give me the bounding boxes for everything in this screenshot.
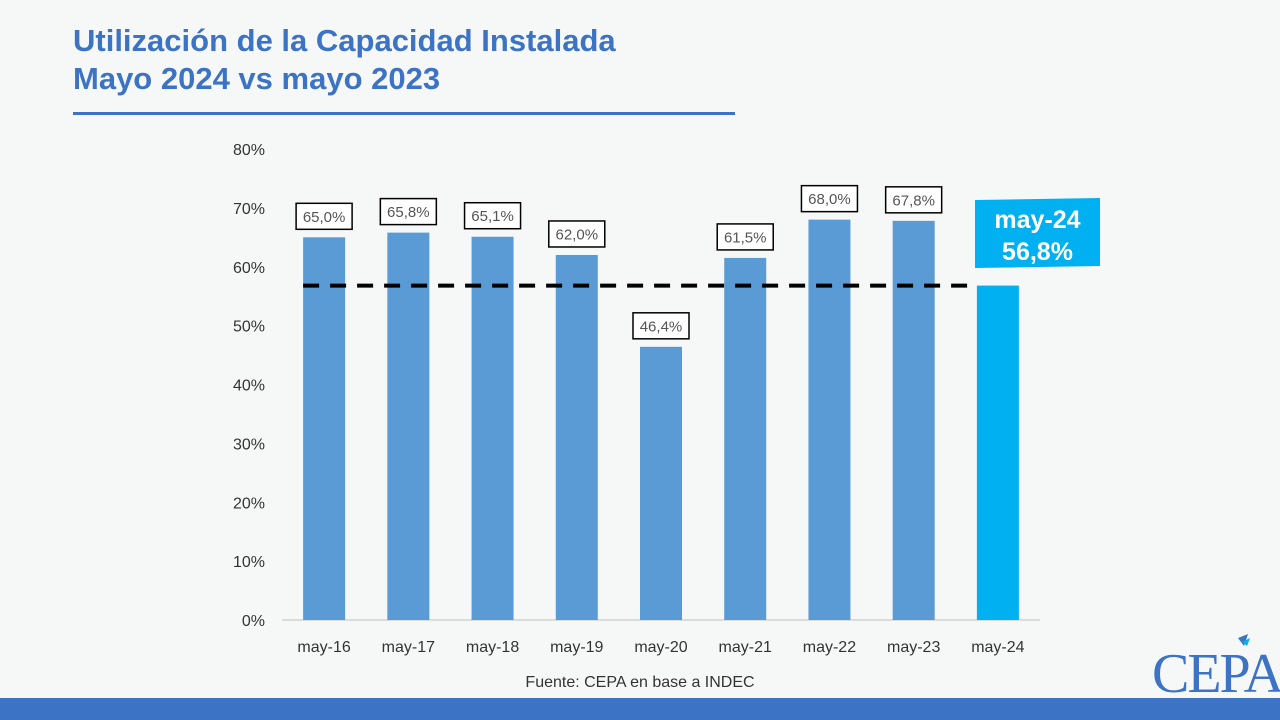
title-line-1: Utilización de la Capacidad Instalada [73, 23, 616, 58]
logo-diamond-icon [1238, 634, 1250, 646]
highlight-callout-box [975, 198, 1100, 268]
x-tick-label: may-24 [971, 639, 1024, 656]
chart-title: Utilización de la Capacidad Instalada Ma… [73, 22, 616, 98]
title-line-2: Mayo 2024 vs mayo 2023 [73, 61, 441, 96]
cepa-logo: CEPA [1152, 632, 1280, 702]
logo-text: CEPA [1152, 643, 1280, 705]
data-label-box [463, 201, 522, 230]
source-note: Fuente: CEPA en base a INDEC [525, 674, 755, 691]
data-label: 68,0% [808, 191, 851, 208]
data-label: 61,5% [724, 229, 767, 246]
bar-may-18 [471, 236, 514, 620]
data-label-box [716, 223, 774, 251]
footer-bar [0, 698, 1280, 720]
data-label: 67,8% [892, 192, 935, 209]
title-underline [73, 112, 735, 115]
x-tick-label: may-23 [887, 639, 940, 656]
y-tick-label: 10% [233, 554, 265, 571]
y-tick-label: 0% [242, 613, 265, 630]
x-tick-label: may-18 [466, 639, 519, 656]
y-tick-label: 30% [233, 436, 265, 453]
x-tick-label: may-21 [719, 639, 772, 656]
bar-may-23 [892, 220, 935, 620]
bar-may-19 [555, 254, 598, 620]
data-label: 65,1% [471, 208, 514, 225]
bar-may-16 [303, 237, 346, 620]
bar-may-17 [387, 232, 430, 621]
y-tick-label: 50% [233, 319, 265, 336]
x-tick-label: may-17 [382, 639, 435, 656]
data-label-box [632, 312, 690, 340]
y-tick-label: 20% [233, 495, 265, 512]
data-label: 62,0% [556, 226, 599, 243]
x-tick-label: may-22 [803, 639, 856, 656]
data-label-box [295, 202, 353, 231]
data-label: 46,4% [640, 318, 683, 335]
data-label-box [884, 186, 943, 214]
data-label-box [800, 184, 859, 213]
data-label: 65,8% [387, 204, 430, 221]
bar-may-22 [808, 219, 851, 620]
y-tick-label: 40% [233, 378, 265, 395]
y-tick-label: 80% [233, 142, 265, 159]
x-tick-label: may-19 [550, 639, 603, 656]
bar-may-21 [724, 257, 767, 620]
highlight-callout-label: may-24 [994, 206, 1080, 234]
data-label-box [379, 197, 438, 226]
y-tick-label: 60% [233, 260, 265, 277]
highlight-callout-value: 56,8% [1002, 238, 1073, 266]
bar-may-24 [976, 285, 1019, 620]
x-tick-label: may-16 [297, 639, 350, 656]
data-label-box [548, 220, 606, 248]
bar-may-20 [640, 346, 682, 620]
x-tick-label: may-20 [634, 639, 687, 656]
data-label: 65,0% [303, 209, 346, 226]
y-tick-label: 70% [233, 201, 265, 218]
